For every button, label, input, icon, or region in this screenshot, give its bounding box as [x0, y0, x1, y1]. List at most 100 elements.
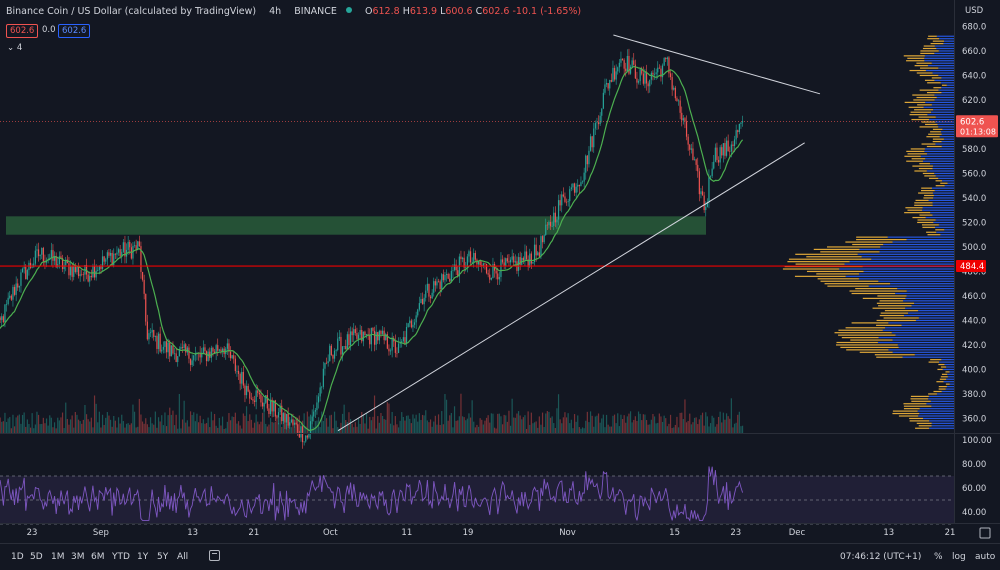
volume-profile-bar-buy	[947, 386, 954, 387]
volume-profile-bar-buy	[924, 107, 954, 108]
volume-profile-bar-buy	[944, 41, 954, 42]
percent-toggle[interactable]: %	[934, 552, 943, 562]
volume-profile-bar-buy	[933, 168, 954, 169]
candle	[657, 68, 658, 73]
volume-bar	[588, 422, 589, 433]
volume-bar	[665, 418, 666, 433]
volume-bar	[203, 419, 204, 433]
volume-bar	[436, 425, 437, 433]
descending-trendline[interactable]	[613, 35, 820, 94]
candle	[596, 122, 597, 123]
volume-bar	[478, 427, 479, 433]
volume-profile-bar-buy	[937, 124, 954, 125]
candle	[184, 344, 185, 348]
volume-bar	[691, 424, 692, 433]
volume-profile-bar-buy	[925, 148, 954, 149]
volume-profile-bar-sell	[915, 65, 928, 66]
interval-label[interactable]: 4h	[269, 6, 281, 17]
volume-bar	[126, 424, 127, 433]
candle	[203, 347, 204, 353]
candle	[219, 349, 220, 350]
volume-bar	[651, 420, 652, 433]
timeframe-all[interactable]: All	[177, 552, 188, 562]
volume-bar	[619, 426, 620, 433]
candle	[400, 343, 401, 344]
timeframe-ytd[interactable]: YTD	[112, 552, 130, 562]
volume-bar	[368, 429, 369, 433]
buy-price-box[interactable]: 602.6	[58, 24, 90, 38]
volume-bar	[100, 428, 101, 433]
volume-bar	[6, 422, 7, 433]
volume-bar	[395, 416, 396, 433]
symbol-title[interactable]: Binance Coin / US Dollar (calculated by …	[6, 6, 256, 17]
timeframe-1m[interactable]: 1M	[51, 552, 65, 562]
log-toggle[interactable]: log	[952, 552, 966, 562]
volume-bar	[611, 427, 612, 433]
volume-bar	[721, 422, 722, 433]
currency-label[interactable]: USD	[965, 6, 984, 16]
volume-bar	[515, 418, 516, 433]
volume-bar	[734, 424, 735, 433]
volume-profile-bar-buy	[918, 411, 954, 412]
candle	[241, 372, 242, 384]
candle	[99, 266, 100, 270]
volume-bar	[43, 418, 44, 433]
candle	[684, 118, 685, 121]
candle	[347, 334, 348, 349]
candle	[625, 69, 626, 71]
indicators-toggle[interactable]: ⌄ 4	[7, 43, 22, 53]
volume-bar	[1, 422, 2, 433]
candle	[25, 267, 26, 279]
candle	[590, 136, 591, 150]
volume-bar	[236, 424, 237, 433]
sell-price-box[interactable]: 602.6	[6, 24, 38, 38]
timeframe-5d[interactable]: 5D	[30, 552, 43, 562]
volume-profile-bar-buy	[944, 229, 954, 230]
candle	[548, 222, 549, 225]
volume-bar	[736, 423, 737, 433]
volume-profile-bar-sell	[936, 185, 945, 186]
volume-bar	[737, 415, 738, 433]
volume-bar	[552, 416, 553, 433]
candle	[96, 271, 97, 278]
volume-profile-bar-sell	[942, 85, 947, 86]
candle	[435, 281, 436, 285]
timeframe-5y[interactable]: 5Y	[157, 552, 168, 562]
volume-bar	[598, 413, 599, 433]
volume-profile-bar-sell	[855, 288, 897, 289]
volume-bar	[529, 425, 530, 433]
clock[interactable]: 07:46:12 (UTC+1)	[840, 552, 921, 562]
candle	[550, 222, 551, 226]
timeframe-6m[interactable]: 6M	[91, 552, 105, 562]
candle	[147, 322, 148, 340]
candle	[395, 341, 396, 352]
calendar-icon[interactable]	[209, 550, 220, 561]
volume-bar	[52, 427, 53, 433]
volume-bar	[201, 423, 202, 433]
auto-toggle[interactable]: auto	[975, 552, 995, 562]
volume-profile-bar-sell	[838, 330, 882, 331]
volume-profile-bar-buy	[926, 70, 954, 71]
volume-bar	[555, 428, 556, 433]
volume-bar	[11, 428, 12, 433]
candle	[110, 253, 111, 256]
demand-zone[interactable]	[6, 216, 706, 234]
timeframe-3m[interactable]: 3M	[71, 552, 85, 562]
timeframe-1d[interactable]: 1D	[11, 552, 24, 562]
volume-bar	[718, 417, 719, 433]
volume-profile-bar-buy	[929, 428, 954, 429]
volume-profile-bar-sell	[907, 58, 924, 59]
candle	[163, 347, 164, 350]
volume-bar	[118, 417, 119, 433]
candle	[22, 269, 23, 273]
candle	[150, 332, 151, 333]
price-tick-label: 660.0	[962, 47, 986, 57]
candle	[563, 194, 564, 196]
candle	[302, 426, 303, 442]
timeframe-1y[interactable]: 1Y	[137, 552, 148, 562]
volume-profile-bar-sell	[836, 342, 877, 343]
volume-profile-bar-buy	[925, 55, 954, 56]
volume-profile-bar-sell	[922, 224, 939, 225]
volume-profile-bar-sell	[921, 190, 935, 191]
